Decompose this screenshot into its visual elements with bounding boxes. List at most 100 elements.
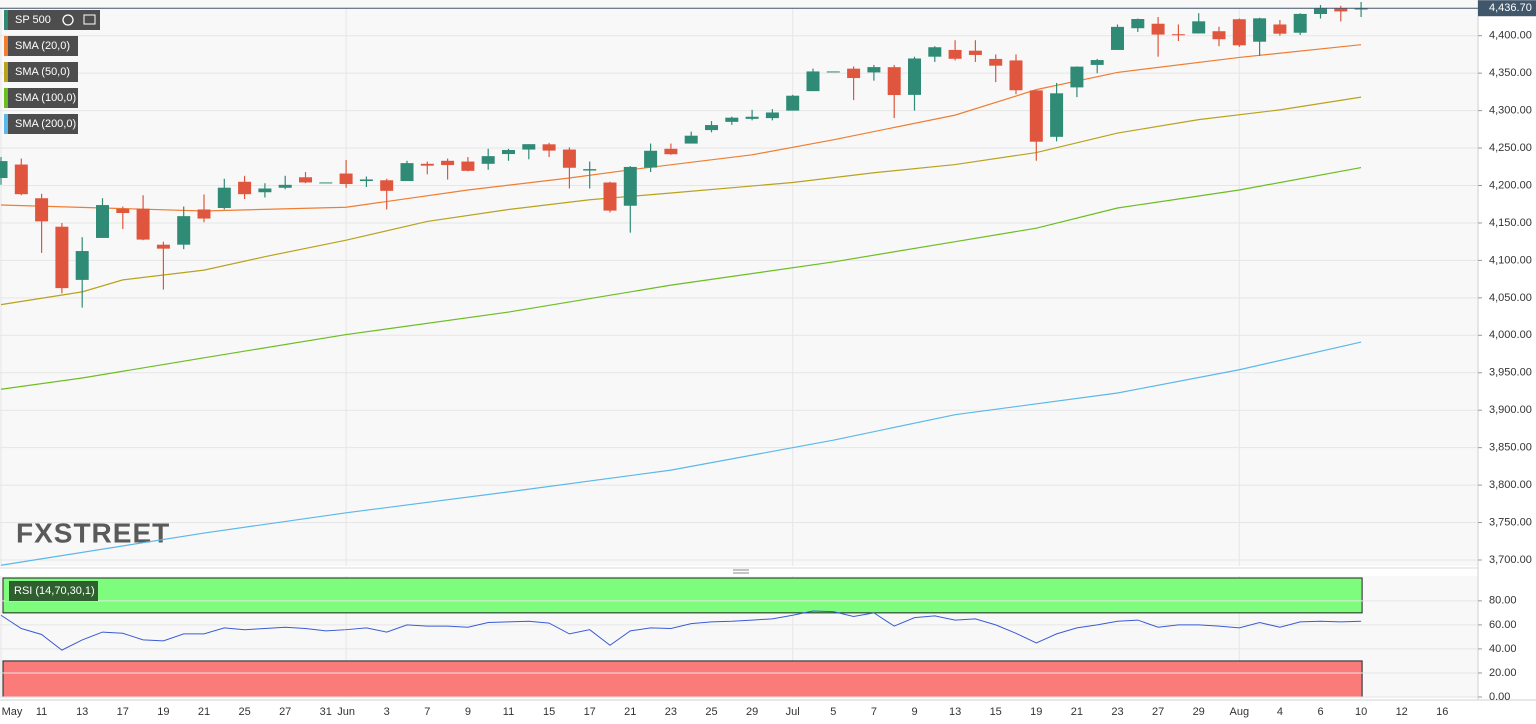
candle-body [725,117,739,122]
candle-body [1293,13,1307,33]
y-tick-label: 3,850.00 [1489,442,1532,454]
candle-body [35,198,49,222]
candle-body [116,208,130,213]
candle-body [1192,21,1206,34]
symbol-box[interactable]: SP 500 [4,10,100,30]
candle-body [1151,23,1165,35]
candle-body [177,216,191,245]
x-tick-label: 13 [949,706,961,718]
legend-swatch [4,88,8,108]
legend-bg [4,88,78,108]
candle-body [786,95,800,111]
x-tick-label: 4 [1277,706,1283,718]
y-tick-label: 3,950.00 [1489,367,1532,379]
candle-body [1070,66,1084,88]
x-tick-label: 7 [871,706,877,718]
candle-body [867,67,881,73]
y-tick-label: 4,300.00 [1489,105,1532,117]
x-tick-label: 16 [1436,706,1448,718]
candle-body [1212,31,1226,40]
x-tick-label: 11 [503,706,514,718]
x-tick-label: 9 [465,706,471,718]
y-tick-label: 3,800.00 [1489,479,1532,491]
candle-body [1273,24,1287,34]
y-tick-label: 4,000.00 [1489,329,1532,341]
candle-body [826,71,840,73]
grid [0,8,1478,698]
candle-body [136,208,150,240]
x-tick-label: 3 [384,706,390,718]
legend-bg [4,114,78,134]
refresh-icon [62,14,74,26]
candle-body [461,161,475,171]
candle-body [948,49,962,59]
legend-bg [4,62,78,82]
legend-swatch [5,581,9,601]
legend-label: SMA (100,0) [15,92,76,104]
candle-body [55,226,69,289]
x-tick-label: 21 [624,706,636,718]
watermark: FXSTREET [16,517,170,548]
candle-body [928,47,942,57]
y-tick-label: 3,700.00 [1489,554,1532,566]
legend-bg [4,36,78,56]
x-tick-label: 10 [1355,706,1367,718]
x-tick-label: May [2,706,23,718]
candle-body [562,149,576,168]
x-tick-label: 21 [1071,706,1083,718]
candle-body [502,150,515,155]
candle-body [522,144,536,150]
x-tick-label: 15 [990,706,1002,718]
candle-body [847,68,861,79]
candle-body [705,125,718,131]
y-tick-label: 80.00 [1489,595,1517,607]
settings-icon [83,14,96,25]
marks [0,2,1478,651]
x-tick-label: 27 [1152,706,1164,718]
candle-body [339,173,353,185]
y-tick-label: 4,250.00 [1489,142,1532,154]
x-tick-label: 17 [117,706,129,718]
candle-body [400,163,414,182]
candle-body [96,205,109,238]
candle-body [664,148,678,155]
candle-body [1354,8,1368,10]
candle-body [156,244,170,249]
legend-label: RSI (14,70,30,1) [14,585,95,597]
legend-label: SMA (20,0) [15,40,70,52]
candle-body [908,58,921,95]
y-tick-label: 40.00 [1489,643,1517,655]
candle-body [1171,34,1185,36]
x-tick-label: 15 [543,706,555,718]
legend-label: SMA (200,0) [15,118,76,130]
x-tick-label: Jul [786,706,800,718]
candle-body [623,166,637,206]
candle-body [1111,26,1124,50]
candle-body [359,179,373,182]
symbol-label: SP 500 [15,14,51,26]
y-tick-label: 3,750.00 [1489,516,1532,528]
candle-body [481,156,495,164]
candle-body [420,163,434,166]
y-tick-label: 4,200.00 [1489,179,1532,191]
candle-body [644,150,658,168]
candle-body [1253,18,1267,42]
legend-label: SMA (50,0) [15,66,70,78]
x-tick-label: 12 [1396,706,1408,718]
x-tick-label: 19 [157,706,169,718]
separator-grip[interactable] [733,569,749,574]
candle-body [684,135,698,144]
candle-body [1009,60,1023,91]
candle-body [1131,19,1145,29]
y-tick-label: 4,050.00 [1489,292,1532,304]
oversold-band [2,660,1363,698]
candle-body [806,71,820,92]
price-panel [0,0,1478,566]
x-tick-label: 29 [746,706,758,718]
candle-body [968,50,982,55]
legend-swatch [4,114,8,134]
symbol-strip [4,10,8,30]
candle-body [1050,93,1064,137]
candle-body [217,187,231,208]
